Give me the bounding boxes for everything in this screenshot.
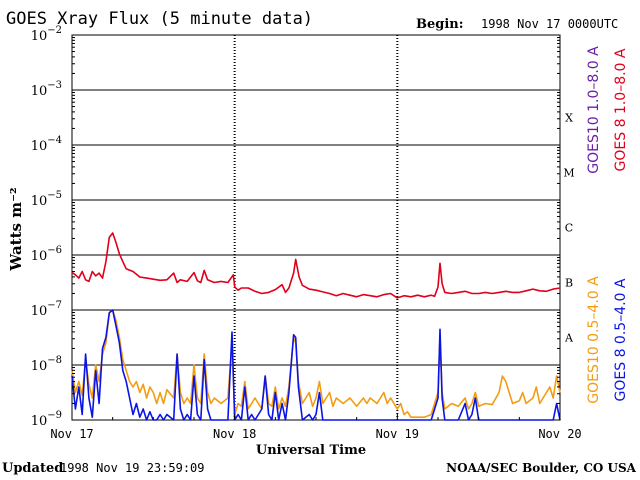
legend-entry: GOES 8 0.5–4.0 A	[613, 278, 629, 401]
y-axis-label: Watts m⁻²	[7, 187, 25, 271]
x-tick-label: Nov 19	[376, 427, 419, 441]
y-tick-label: 10−8	[31, 355, 62, 374]
y-tick-label: 10−9	[31, 410, 62, 429]
legend-entry: GOES 8 1.0–8.0 A	[613, 48, 629, 171]
series-line	[71, 309, 561, 421]
begin-value: 1998 Nov 17 0000UTC	[481, 17, 618, 31]
y-tick-label: 10−4	[31, 135, 62, 154]
plot-frame	[71, 34, 561, 421]
credit: NOAA/SEC Boulder, CO USA	[446, 461, 637, 475]
series-line	[71, 309, 561, 418]
x-axis-label: Universal Time	[256, 443, 366, 458]
y-axis-ticks: 10−2 10−3 10−4 10−5 10−6 10−7 10−8 10−9	[31, 25, 560, 429]
updated-value: 1998 Nov 19 23:59:09	[60, 461, 205, 475]
x-tick-label: Nov 17	[50, 427, 93, 441]
y-tick-label: 10−7	[31, 300, 62, 319]
y-tick-label: 10−6	[31, 245, 62, 264]
plot-grid	[72, 35, 560, 420]
flare-class-label: B	[565, 277, 573, 290]
begin-label: Begin:	[416, 17, 464, 32]
series-layer	[71, 232, 561, 421]
legend-entry: GOES10 1.0–8.0 A	[586, 46, 602, 174]
flare-class-label: X	[565, 112, 573, 125]
flare-class-labels: X M C B A	[563, 112, 574, 345]
y-tick-label: 10−2	[31, 25, 62, 44]
x-axis-ticks: Nov 17 Nov 18 Nov 19 Nov 20	[50, 414, 582, 441]
legend: GOES10 1.0–8.0 A GOES 8 1.0–8.0 A GOES10 0…	[586, 46, 629, 404]
flare-class-label: A	[564, 332, 574, 345]
legend-entry: GOES10 0.5–4.0 A	[586, 276, 602, 404]
y-tick-label: 10−3	[31, 80, 62, 99]
series-line	[71, 232, 561, 299]
y-tick-label: 10−5	[31, 190, 62, 209]
flare-class-label: C	[565, 222, 573, 235]
x-tick-label: Nov 18	[213, 427, 256, 441]
updated-label: Updated	[2, 461, 63, 476]
flare-class-label: M	[563, 167, 574, 180]
chart-title: GOES Xray Flux (5 minute data)	[6, 9, 313, 29]
x-tick-label: Nov 20	[538, 427, 581, 441]
